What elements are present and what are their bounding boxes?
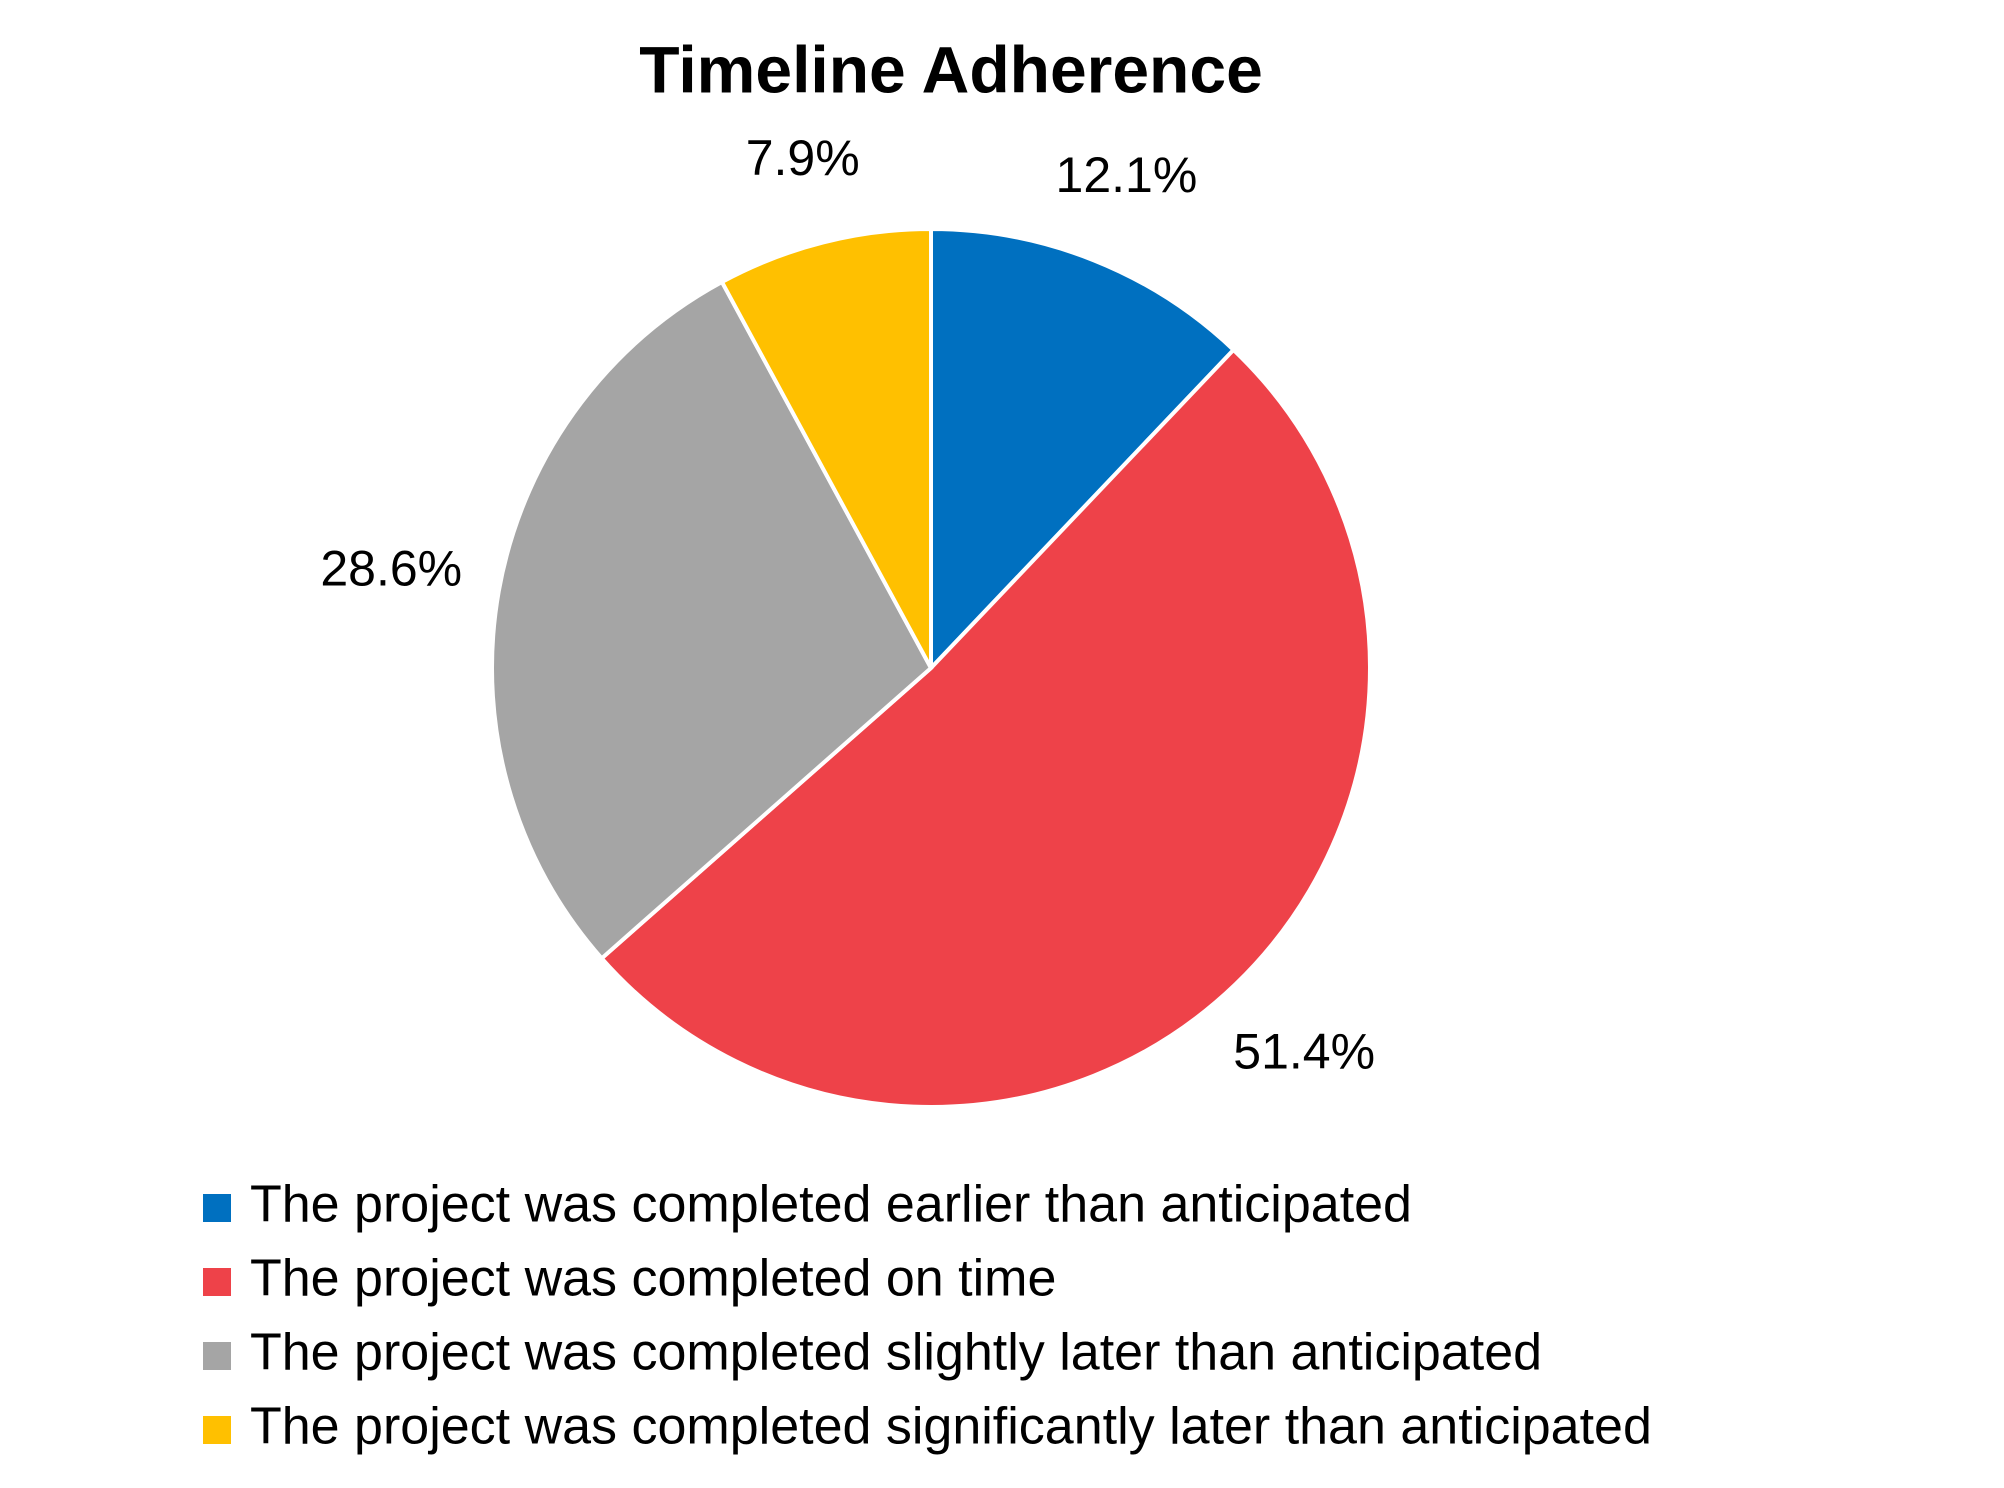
legend-swatch (203, 1416, 231, 1444)
pie-slice (598, 347, 1372, 1109)
legend-label: The project was completed slightly later… (250, 1324, 1542, 1382)
legend-label: The project was completed significantly … (250, 1398, 1652, 1456)
legend-swatch (203, 1268, 231, 1296)
value-label: 7.9% (746, 130, 860, 186)
chart-title: Timeline Adherence (639, 32, 1263, 106)
value-label: 28.6% (320, 540, 462, 596)
pie-slice (929, 226, 1237, 674)
value-label: 12.1% (1056, 147, 1198, 203)
legend-label: The project was completed on time (250, 1250, 1056, 1308)
legend-label: The project was completed earlier than a… (250, 1176, 1412, 1234)
value-label: 51.4% (1233, 1024, 1375, 1080)
pie-slice (719, 226, 933, 669)
pie-slice (490, 279, 934, 962)
legend-swatch (203, 1194, 231, 1222)
legend-swatch (203, 1342, 231, 1370)
